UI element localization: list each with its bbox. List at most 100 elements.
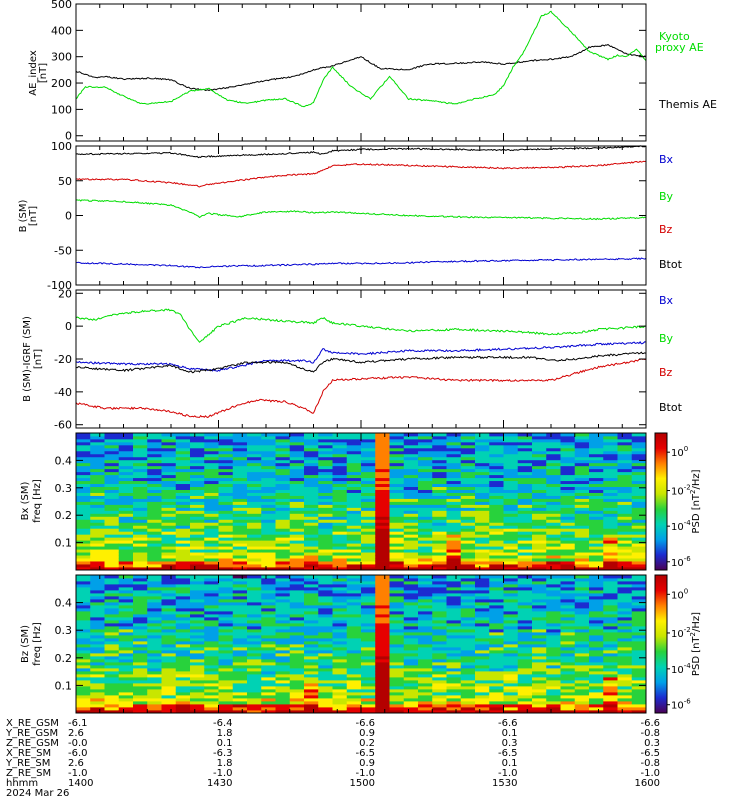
spectrogram-cell [560,468,576,473]
spectrogram-cell [418,474,433,479]
spectrogram-cell [489,605,504,609]
spectrogram-cell [332,662,348,666]
spectrogram-cell [90,507,105,511]
spectrogram-cell [204,552,219,556]
spectrogram-cell [218,602,234,606]
spectrogram-cell [617,683,633,687]
spectrogram-cell [161,453,177,458]
spectrogram-cell [118,662,134,666]
spectrogram-cell [517,489,533,493]
spectrogram-cell [631,441,647,446]
spectrogram-cell [175,626,191,630]
spectrogram-cell [432,575,447,579]
spectrogram-cell [532,656,547,660]
series-line-themis-ae [75,43,647,92]
spectrogram-cell [503,531,519,535]
spectrogram-cell [432,477,447,482]
spectrogram-cell [361,710,376,714]
spectrogram-cell [460,644,476,648]
spectrogram-cell [617,483,633,488]
spectrogram-cell [560,516,576,520]
spectrogram-cell [631,564,647,568]
spectrogram-cell [589,468,604,473]
spectrogram-cell [432,683,447,687]
spectrogram-cell [546,549,561,553]
spectrogram-cell [318,644,333,648]
spectrogram-cell [175,650,191,654]
spectrogram-cell [218,668,234,672]
spectrogram-cell [289,710,305,714]
spectrogram-cell [289,596,305,600]
spectrogram-cell [418,519,433,523]
spectrogram-cell [617,686,633,690]
spectrogram-cell [361,602,376,606]
spectrogram-cell [232,477,248,482]
spectrogram-cell [190,701,205,705]
spectrogram-cell [175,558,191,562]
spectrogram-cell [460,599,476,603]
spectrogram-cell [532,665,547,669]
spectrogram-cell [133,698,148,702]
spectrogram-cell [617,450,633,455]
spectrogram-cell [161,519,177,523]
spectrogram-cell [161,552,177,556]
spectrogram-cell [574,468,590,473]
spectrogram-cell [218,611,234,615]
spectrogram-cell [361,641,376,645]
spectrogram-cell [546,546,561,550]
spectrogram-cell [275,668,291,672]
spectrogram-cell [76,522,91,526]
spectrogram-cell [603,513,618,517]
spectrogram-cell [489,525,504,529]
spectrogram-cell [76,575,91,579]
spectrogram-cell [375,447,390,452]
spectrogram-cell [247,596,262,600]
spectrogram-cell [332,435,348,440]
spectrogram-cell [603,710,618,714]
x-axis-cell: 0.1 [502,728,518,739]
spectrogram-cell [76,611,91,615]
spectrogram-cell [375,623,390,627]
spectrogram-cell [375,516,390,520]
spectrogram-cell [375,650,390,654]
spectrogram-cell [631,444,647,449]
spectrogram-cell [532,701,547,705]
spectrogram-cell [532,671,547,675]
spectrogram-cell [475,531,490,535]
spectrogram-cell [375,564,390,568]
spectrogram-cell [589,578,604,582]
spectrogram-cell [532,564,547,568]
spectrogram-cell [104,540,120,544]
spectrogram-cell [204,483,219,488]
spectrogram-cell [475,549,490,553]
spectrogram-cell [289,564,305,568]
spectrogram-cell [503,507,519,511]
spectrogram-cell [532,486,547,490]
spectrogram-cell [489,680,504,684]
spectrogram-cell [261,507,276,511]
spectrogram-cell [147,498,162,502]
spectrogram-cell [475,435,490,440]
spectrogram-cell [574,489,590,493]
spectrogram-cell [261,599,276,603]
spectrogram-cell [247,590,262,594]
spectrogram-cell [289,561,305,565]
spectrogram-cell [76,581,91,585]
spectrogram-cell [318,581,333,585]
spectrogram-cell [175,462,191,467]
spectrogram-cell [204,644,219,648]
spectrogram-cell [118,558,134,562]
spectrogram-cell [503,656,519,660]
spectrogram-cell [76,659,91,663]
ytick-label: -40 [54,386,72,399]
spectrogram-cell [617,644,633,648]
spectrogram-cell [304,462,319,467]
spectrogram-cell [332,644,348,648]
spectrogram-cell [90,608,105,612]
spectrogram-cell [631,555,647,559]
spectrogram-cell [475,483,490,488]
spectrogram-cell [361,584,376,588]
spectrogram-cell [560,596,576,600]
spectrogram-cell [304,528,319,532]
spectrogram-cell [161,567,177,571]
